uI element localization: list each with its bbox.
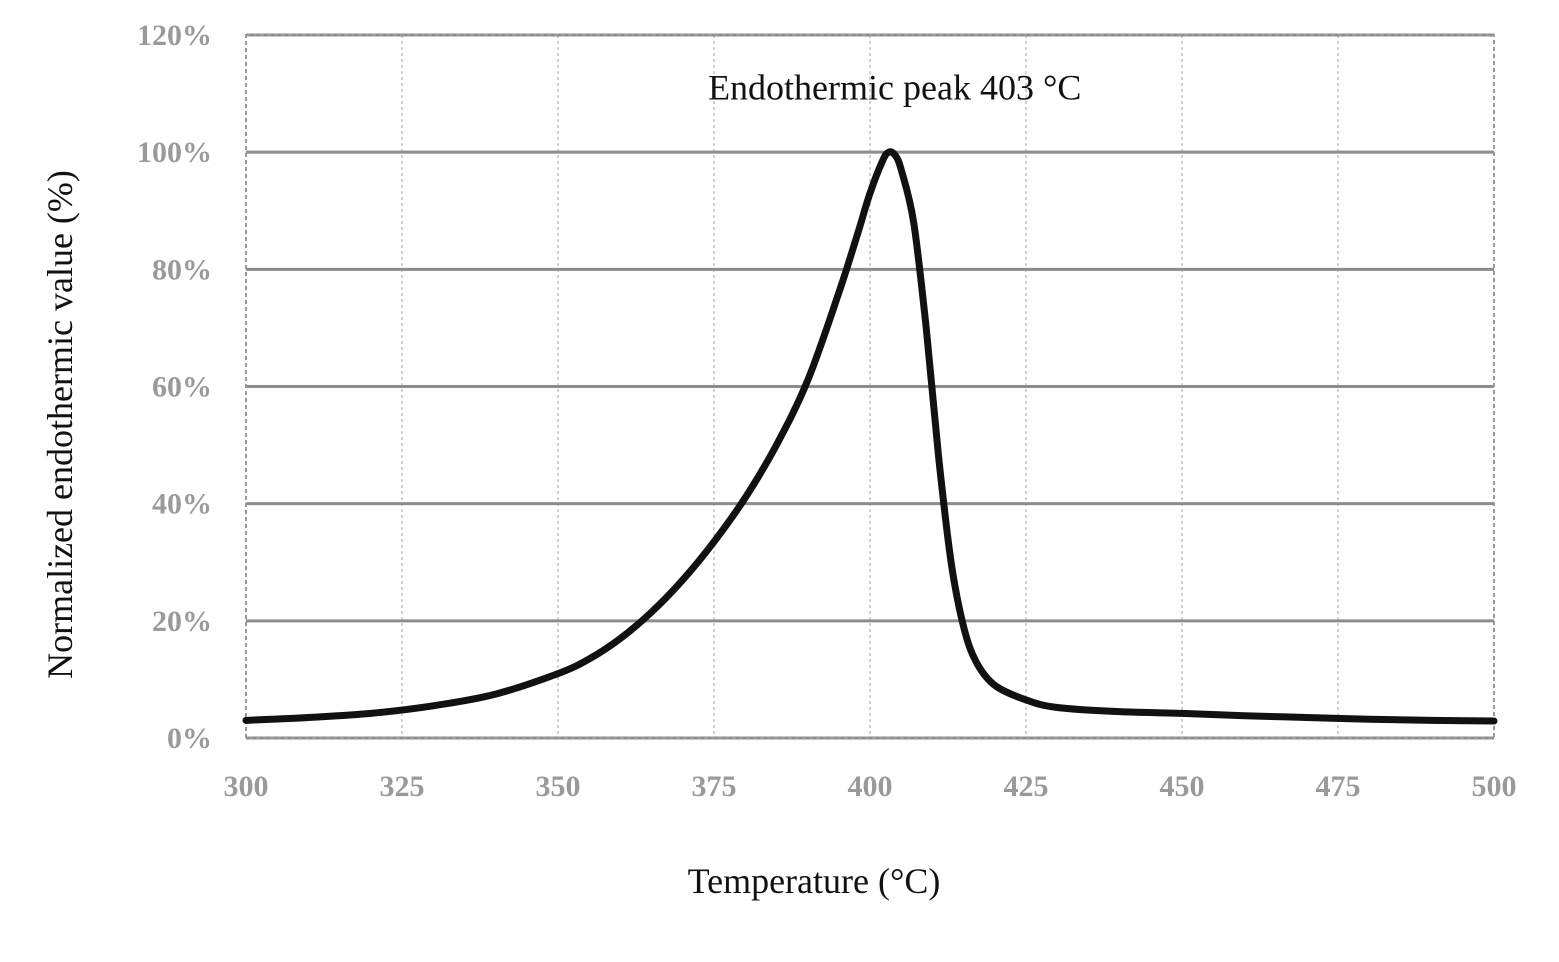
x-tick-label: 375 — [692, 770, 737, 803]
peak-annotation: Endothermic peak 403 °C — [708, 68, 1081, 108]
series-line — [242, 148, 1498, 725]
x-axis-title: Temperature (°C) — [688, 861, 941, 901]
x-tick-label: 300 — [224, 770, 269, 803]
y-axis-title: Normalized endothermic value (%) — [40, 170, 80, 679]
x-tick-label: 425 — [1004, 770, 1049, 803]
series-layer — [242, 148, 1498, 725]
plot-area-border — [245, 34, 1495, 739]
x-axis-tick-labels: 300 325 350 375 400 425 450 475 500 — [224, 770, 1517, 803]
y-tick-label: 120% — [137, 19, 212, 52]
x-tick-label: 500 — [1472, 770, 1517, 803]
y-tick-label: 20% — [152, 605, 212, 638]
x-tick-label: 450 — [1160, 770, 1205, 803]
y-tick-label: 40% — [152, 488, 212, 521]
y-axis-tick-labels: 0% 20% 40% 60% 80% 100% 120% — [137, 19, 212, 755]
x-tick-label: 350 — [536, 770, 581, 803]
x-tick-label: 400 — [848, 770, 893, 803]
y-tick-label: 100% — [137, 136, 212, 169]
y-tick-label: 0% — [167, 722, 212, 755]
x-tick-label: 475 — [1316, 770, 1361, 803]
y-tick-label: 80% — [152, 253, 212, 286]
grid-lines — [246, 33, 1494, 740]
x-tick-label: 325 — [380, 770, 425, 803]
y-tick-label: 60% — [152, 371, 212, 404]
